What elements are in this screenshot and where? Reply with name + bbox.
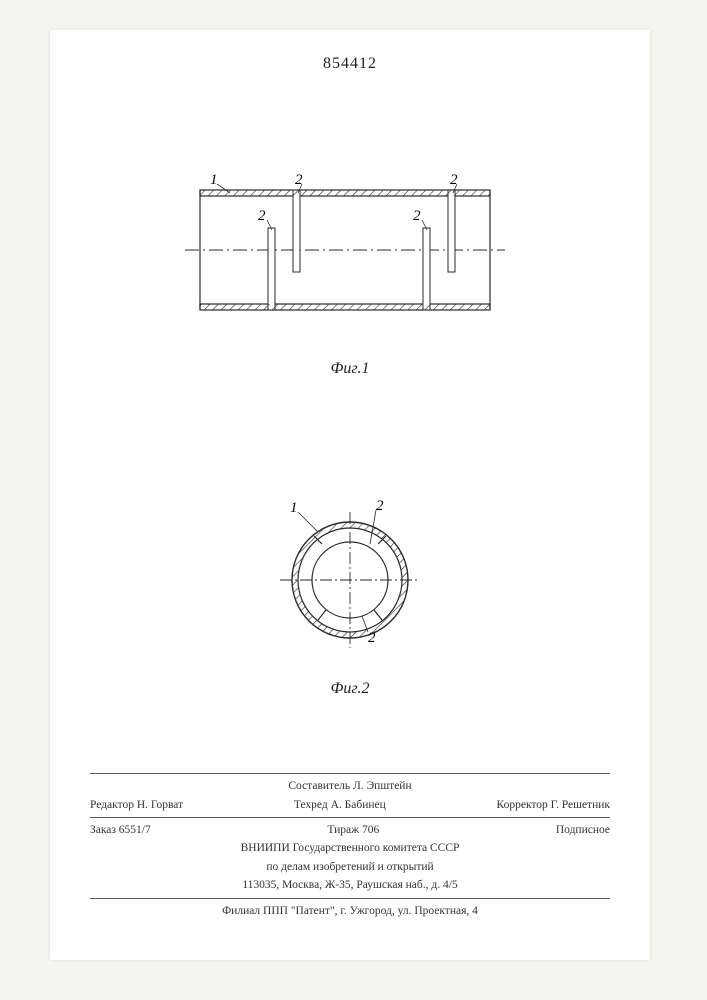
fig1-label-2b: 2 [258, 208, 266, 224]
figure-1-svg: 1 2 2 2 2 [140, 170, 560, 340]
fig2-label-2a: 2 [376, 500, 384, 514]
tirazh: Тираж 706 [327, 821, 379, 839]
subscription: Подписное [556, 821, 610, 839]
corrector: Корректор Г. Решетник [497, 796, 610, 814]
fig1-label-2a: 2 [295, 172, 303, 188]
figure-2: 1 2 2 [50, 500, 650, 700]
fig1-label-2c: 2 [450, 172, 458, 188]
editor: Редактор Н. Горват [90, 796, 183, 814]
figure-2-caption: Фиг.2 [50, 680, 650, 698]
address-2: Филиал ППП "Патент", г. Ужгород, ул. Про… [90, 902, 610, 920]
publication-footer: Составитель Л. Эпштейн Редактор Н. Горва… [90, 770, 610, 920]
figure-1: 1 2 2 2 2 [50, 170, 650, 380]
fig1-label-2d: 2 [413, 208, 421, 224]
credits-row: Редактор Н. Горват Техред А. Бабинец Кор… [90, 796, 610, 814]
address-1: 113035, Москва, Ж-35, Раушская наб., д. … [90, 876, 610, 894]
patent-number: 854412 [50, 55, 650, 73]
figure-1-caption: Фиг.1 [50, 360, 650, 378]
compiler-line: Составитель Л. Эпштейн [90, 777, 610, 795]
patent-page: 854412 [50, 30, 650, 960]
order-number: Заказ 6551/7 [90, 821, 151, 839]
org-line-2: по делам изобретений и открытий [90, 858, 610, 876]
order-row: Заказ 6551/7 Тираж 706 Подписное [90, 821, 610, 839]
fig1-label-1: 1 [210, 172, 218, 188]
figure-2-svg: 1 2 2 [250, 500, 450, 660]
fig2-label-1: 1 [290, 500, 298, 516]
fig2-label-2b: 2 [368, 630, 376, 646]
tech-editor: Техред А. Бабинец [294, 796, 386, 814]
org-line-1: ВНИИПИ Государственного комитета СССР [90, 839, 610, 857]
